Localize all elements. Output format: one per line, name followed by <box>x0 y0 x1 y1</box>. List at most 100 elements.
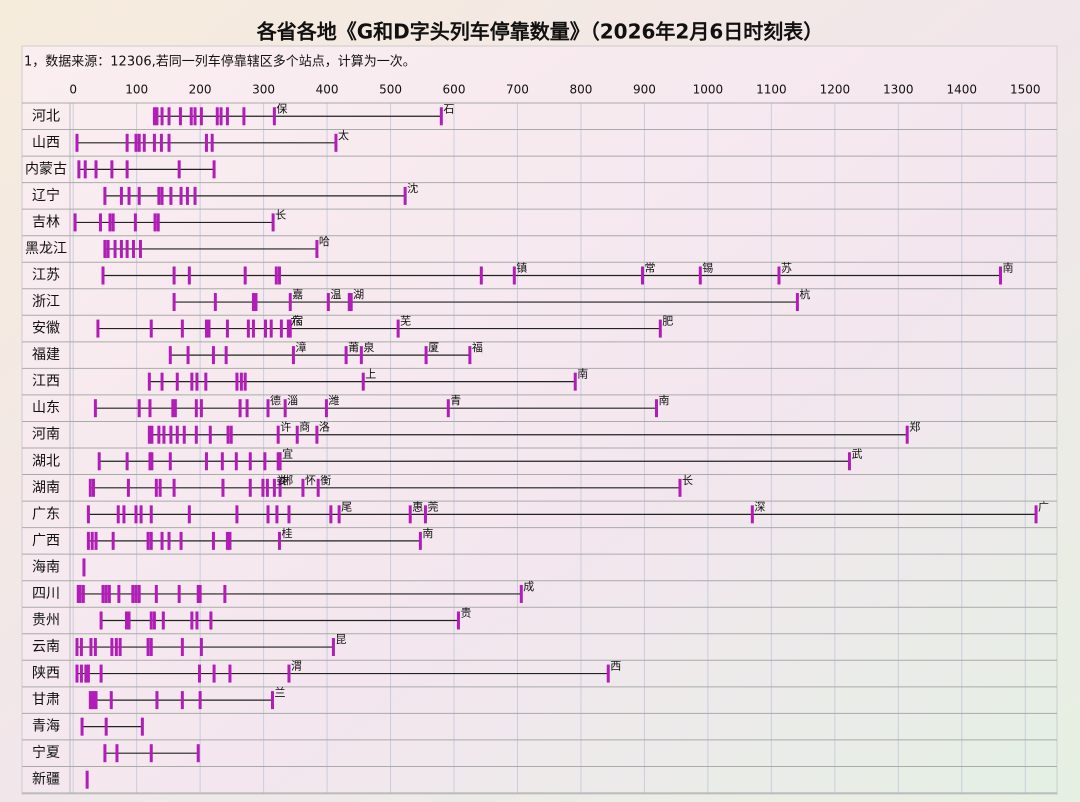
station-tick <box>79 664 83 683</box>
station-label: 南 <box>577 368 588 381</box>
station-tick <box>248 452 252 471</box>
station-tick <box>234 452 238 471</box>
station-tick <box>1034 505 1038 524</box>
station-label: 淄 <box>287 394 298 407</box>
x-tick-label: 1300 <box>883 83 914 97</box>
station-tick <box>204 372 208 391</box>
station-label: 洛 <box>319 420 330 434</box>
station-tick <box>199 638 203 657</box>
station-tick <box>446 399 450 418</box>
row-label: 甘肃 <box>32 692 60 708</box>
station-tick <box>149 638 153 657</box>
x-tick-label: 400 <box>316 83 339 97</box>
station-tick <box>223 584 227 603</box>
station-tick <box>106 239 110 258</box>
station-tick <box>179 531 183 550</box>
station-tick <box>88 478 92 497</box>
station-tick <box>146 638 150 657</box>
station-label: 长 <box>275 208 286 221</box>
station-label: 潍 <box>328 394 339 407</box>
station-tick <box>154 584 158 603</box>
station-tick <box>96 319 100 338</box>
station-label: 尾 <box>341 500 352 513</box>
x-tick-label: 1100 <box>756 83 787 97</box>
station-label: 武 <box>851 447 862 460</box>
x-tick-label: 1200 <box>820 83 851 97</box>
station-tick <box>131 239 135 258</box>
station-tick <box>93 638 97 657</box>
station-tick <box>199 107 203 126</box>
station-tick <box>235 505 239 524</box>
station-tick <box>76 584 80 603</box>
station-tick <box>750 505 754 524</box>
station-tick <box>86 664 90 683</box>
station-tick <box>347 293 351 312</box>
station-tick <box>142 133 146 152</box>
row-label: 山西 <box>32 135 60 151</box>
station-label: 宜 <box>282 446 293 460</box>
station-tick <box>242 107 246 126</box>
station-tick <box>211 531 215 550</box>
row-label: 辽宁 <box>32 187 60 204</box>
station-tick <box>641 266 645 285</box>
plot-area <box>21 45 1058 795</box>
station-tick <box>158 478 162 497</box>
x-tick-label: 0 <box>69 83 77 97</box>
station-tick <box>137 186 141 205</box>
station-tick <box>220 452 224 471</box>
station-label: 锡 <box>702 261 713 275</box>
station-tick <box>77 160 81 179</box>
station-tick <box>224 346 228 365</box>
station-label: 福 <box>472 340 483 354</box>
station-tick <box>277 531 281 550</box>
station-tick <box>119 239 123 258</box>
station-tick <box>261 478 265 497</box>
station-tick <box>212 664 216 683</box>
station-tick <box>116 505 120 524</box>
station-tick <box>147 425 151 444</box>
station-tick <box>177 584 181 603</box>
station-label: 惠 <box>412 499 423 513</box>
station-label: 泉 <box>363 340 374 354</box>
station-tick <box>326 293 330 312</box>
station-tick <box>104 584 108 603</box>
station-tick <box>175 425 179 444</box>
station-tick <box>219 107 223 126</box>
station-tick <box>157 425 161 444</box>
station-tick <box>97 452 101 471</box>
station-tick <box>337 505 341 524</box>
x-tick-label: 1500 <box>1010 83 1041 97</box>
station-tick <box>334 133 338 152</box>
row-label: 河南 <box>32 427 60 443</box>
x-tick-label: 500 <box>379 83 402 97</box>
station-label: 六 <box>290 315 301 328</box>
station-tick <box>423 505 427 524</box>
station-tick <box>103 186 107 205</box>
station-tick <box>168 346 172 365</box>
station-tick <box>107 584 111 603</box>
station-tick <box>245 399 249 418</box>
x-tick-label: 200 <box>189 83 212 97</box>
station-tick <box>172 293 176 312</box>
station-tick <box>698 266 702 285</box>
station-tick <box>168 452 172 471</box>
station-tick <box>209 611 213 630</box>
station-tick <box>248 478 252 497</box>
station-tick <box>173 399 177 418</box>
station-tick <box>263 319 267 338</box>
station-tick <box>424 346 428 365</box>
station-label: 肥 <box>662 315 673 328</box>
x-tick-label: 700 <box>506 83 529 97</box>
station-tick <box>324 399 328 418</box>
station-tick <box>239 372 243 391</box>
station-tick <box>162 425 166 444</box>
row-label: 江西 <box>32 374 60 390</box>
station-tick <box>159 133 163 152</box>
station-tick <box>82 558 86 577</box>
station-tick <box>150 425 154 444</box>
station-label: 西 <box>610 660 621 673</box>
station-tick <box>199 399 203 418</box>
station-tick <box>108 213 112 232</box>
station-tick <box>905 425 909 444</box>
station-tick <box>266 399 270 418</box>
